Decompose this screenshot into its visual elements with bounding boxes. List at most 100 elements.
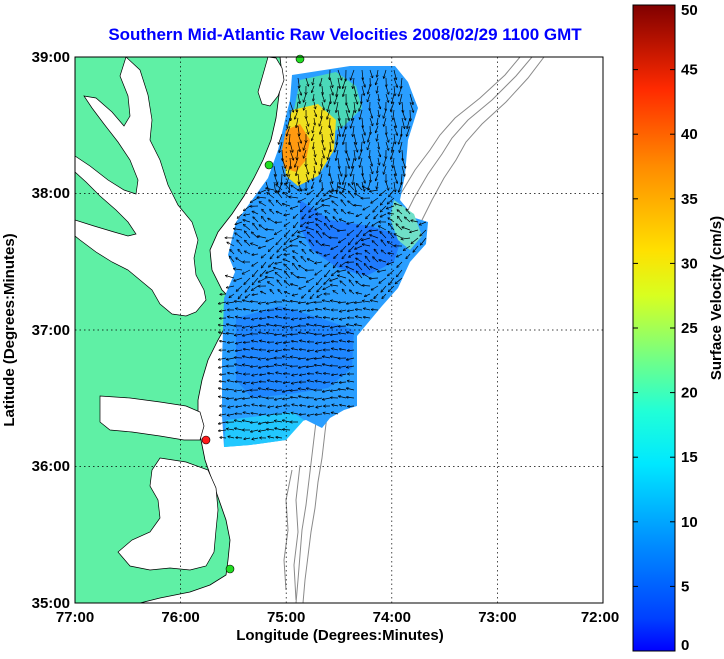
velocity-vector <box>258 277 267 282</box>
velocity-vector <box>306 366 315 367</box>
velocity-vector <box>316 252 323 255</box>
velocity-vector <box>387 197 395 204</box>
velocity-vector <box>369 109 372 118</box>
velocity-vector <box>384 69 387 78</box>
velocity-vector <box>369 69 373 78</box>
velocity-vector <box>266 366 275 367</box>
velocity-vector <box>297 277 307 278</box>
velocity-vector <box>300 241 307 247</box>
velocity-vector <box>338 302 347 303</box>
velocity-vector <box>320 173 323 182</box>
velocity-vector <box>347 221 355 224</box>
velocity-vector <box>356 184 363 191</box>
velocity-vector <box>348 212 355 214</box>
velocity-vector <box>238 293 243 299</box>
velocity-vector <box>391 101 395 111</box>
velocity-vector <box>361 133 364 143</box>
velocity-vector <box>377 85 378 93</box>
velocity-vector <box>315 269 323 275</box>
velocity-vector <box>244 251 251 255</box>
velocity-vector <box>295 157 299 167</box>
velocity-vector <box>352 109 355 120</box>
velocity-vector <box>293 251 299 255</box>
velocity-vector <box>401 77 402 89</box>
velocity-vector <box>302 213 307 219</box>
velocity-vector <box>307 350 315 351</box>
velocity-vector <box>363 308 371 311</box>
velocity-vector <box>379 260 387 263</box>
velocity-vector <box>307 259 315 263</box>
velocity-vector <box>356 213 363 216</box>
velocity-vector <box>287 117 291 128</box>
velocity-vector <box>284 221 291 226</box>
velocity-vector <box>384 117 387 126</box>
velocity-vector <box>227 317 235 318</box>
velocity-vector <box>353 133 356 144</box>
velocity-vector <box>298 332 307 335</box>
velocity-vector <box>265 229 275 230</box>
velocity-vector <box>297 133 301 143</box>
velocity-vector <box>290 397 299 398</box>
velocity-vector <box>345 101 349 113</box>
velocity-vector <box>218 388 227 391</box>
velocity-vector <box>297 149 298 160</box>
velocity-vector <box>266 422 275 423</box>
velocity-vector <box>329 77 333 88</box>
velocity-vector <box>265 277 275 278</box>
velocity-vector <box>362 244 371 247</box>
velocity-vector <box>300 221 307 227</box>
velocity-vector <box>353 141 358 152</box>
velocity-vector <box>235 317 243 318</box>
velocity-vector <box>290 301 299 302</box>
velocity-vector <box>289 141 293 152</box>
velocity-vector <box>316 372 323 374</box>
velocity-vector <box>259 430 267 431</box>
velocity-vector <box>381 285 387 292</box>
velocity-vector <box>300 374 307 375</box>
velocity-vector <box>296 165 299 176</box>
velocity-vector <box>228 436 235 438</box>
velocity-vector <box>218 332 227 335</box>
velocity-vector <box>331 412 339 415</box>
velocity-vector <box>394 204 403 207</box>
velocity-vector <box>291 318 299 320</box>
y-tick-label: 38:00 <box>32 185 70 202</box>
velocity-vector <box>226 333 235 334</box>
velocity-vector <box>339 318 347 320</box>
velocity-vector <box>331 341 339 342</box>
velocity-vector <box>316 316 323 319</box>
x-tick-label: 74:00 <box>373 609 411 626</box>
velocity-vector <box>345 157 349 169</box>
velocity-vector <box>348 237 355 245</box>
velocity-vector <box>321 109 322 119</box>
velocity-vector <box>300 205 307 212</box>
velocity-vector <box>409 93 413 105</box>
x-tick-label: 77:00 <box>56 609 94 626</box>
velocity-vector <box>343 181 347 193</box>
velocity-vector <box>381 250 387 255</box>
velocity-vector <box>349 280 355 287</box>
velocity-vector <box>315 219 323 223</box>
velocity-vector <box>243 224 251 231</box>
velocity-vector <box>290 325 299 328</box>
velocity-vector <box>276 342 283 344</box>
velocity-vector <box>219 381 227 382</box>
velocity-vector <box>286 173 291 184</box>
velocity-vector <box>259 365 267 368</box>
velocity-vector <box>268 373 275 374</box>
colorbar-tick-label: 35 <box>681 191 698 208</box>
velocity-vector <box>295 109 299 119</box>
velocity-vector <box>277 245 283 252</box>
x-axis-label: Longitude (Degrees:Minutes) <box>236 627 444 644</box>
velocity-vector <box>242 389 251 392</box>
velocity-vector <box>385 85 389 94</box>
velocity-vector <box>339 396 347 399</box>
velocity-vector <box>356 254 363 255</box>
velocity-vector <box>275 229 283 235</box>
velocity-vector <box>385 133 389 142</box>
velocity-vector <box>356 258 363 263</box>
velocity-vector <box>226 429 235 430</box>
velocity-vector <box>251 348 259 351</box>
velocity-vector <box>251 243 259 247</box>
velocity-vector <box>322 333 331 336</box>
